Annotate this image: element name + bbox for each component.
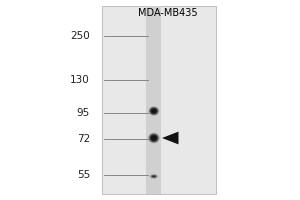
Ellipse shape — [152, 109, 156, 113]
Ellipse shape — [153, 176, 155, 177]
Bar — [146, 6, 161, 194]
Ellipse shape — [151, 175, 157, 178]
Ellipse shape — [152, 175, 156, 178]
Ellipse shape — [148, 106, 160, 116]
Ellipse shape — [151, 108, 157, 114]
Ellipse shape — [149, 107, 158, 115]
Text: 95: 95 — [77, 108, 90, 118]
Ellipse shape — [152, 137, 155, 139]
Ellipse shape — [148, 132, 160, 144]
Ellipse shape — [150, 174, 158, 179]
Text: 55: 55 — [77, 170, 90, 180]
Ellipse shape — [152, 136, 156, 140]
Polygon shape — [162, 132, 178, 144]
Ellipse shape — [152, 175, 156, 178]
Text: 130: 130 — [70, 75, 90, 85]
Text: MDA-MB435: MDA-MB435 — [138, 8, 198, 18]
Ellipse shape — [152, 176, 155, 177]
Ellipse shape — [151, 175, 157, 178]
Ellipse shape — [149, 106, 159, 116]
Ellipse shape — [152, 109, 156, 113]
Ellipse shape — [150, 107, 158, 115]
Ellipse shape — [149, 134, 158, 142]
Bar — [102, 6, 216, 194]
Ellipse shape — [153, 110, 155, 112]
Ellipse shape — [150, 174, 158, 178]
Ellipse shape — [152, 110, 155, 112]
Ellipse shape — [149, 133, 159, 143]
Ellipse shape — [150, 108, 158, 114]
Ellipse shape — [150, 135, 158, 141]
Ellipse shape — [153, 176, 154, 177]
Ellipse shape — [151, 136, 157, 140]
Ellipse shape — [151, 135, 157, 141]
Ellipse shape — [153, 137, 155, 139]
Text: 250: 250 — [70, 31, 90, 41]
Ellipse shape — [148, 133, 159, 143]
Text: 72: 72 — [77, 134, 90, 144]
